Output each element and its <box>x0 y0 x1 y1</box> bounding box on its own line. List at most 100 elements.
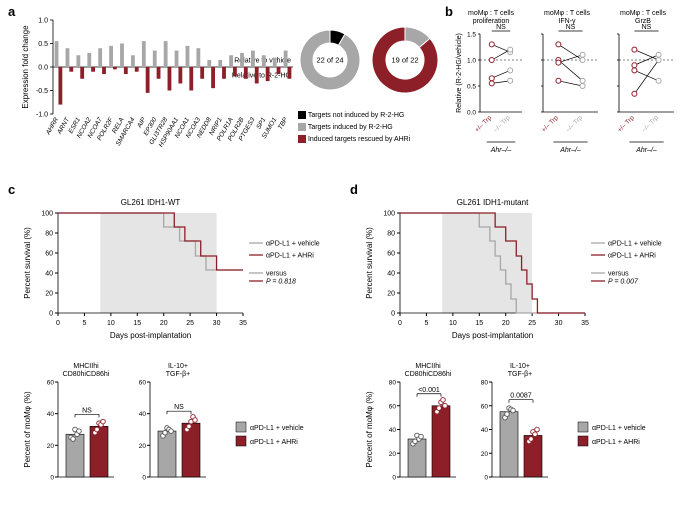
svg-text:GL261 IDH1-mutant: GL261 IDH1-mutant <box>457 198 529 207</box>
svg-text:60: 60 <box>389 403 397 410</box>
svg-text:22 of 24: 22 of 24 <box>316 56 343 65</box>
svg-text:0: 0 <box>392 475 396 482</box>
svg-text:30: 30 <box>555 320 563 327</box>
svg-text:40: 40 <box>47 411 55 418</box>
svg-text:0: 0 <box>56 320 60 327</box>
svg-text:CD80hiCD86hi: CD80hiCD86hi <box>405 371 452 378</box>
svg-text:0: 0 <box>49 311 53 318</box>
svg-text:+/– Trp: +/– Trp <box>474 114 494 134</box>
svg-text:20: 20 <box>387 291 395 298</box>
svg-text:moMφ : T cells: moMφ : T cells <box>468 10 515 17</box>
svg-text:80: 80 <box>387 231 395 238</box>
svg-text:40: 40 <box>387 271 395 278</box>
svg-text:0.5: 0.5 <box>38 41 48 48</box>
panel-c-bars: Percent of moMφ (%)MHCIIhiCD80hiCD86hi02… <box>20 360 340 520</box>
svg-text:-0.5: -0.5 <box>36 88 48 95</box>
svg-text:-1.0: -1.0 <box>36 112 48 119</box>
svg-text:Days post-implantation: Days post-implantation <box>452 331 533 340</box>
svg-text:5: 5 <box>82 320 86 327</box>
svg-text:NS: NS <box>174 404 184 411</box>
svg-text:Ahr–/–: Ahr–/– <box>490 147 512 154</box>
svg-text:40: 40 <box>389 427 397 434</box>
svg-text:60: 60 <box>139 380 147 387</box>
svg-text:35: 35 <box>239 320 247 327</box>
svg-text:αPD-L1 + vehicle: αPD-L1 + vehicle <box>250 425 304 432</box>
svg-text:10: 10 <box>107 320 115 327</box>
svg-text:αPD-L1 + vehicle: αPD-L1 + vehicle <box>608 241 662 248</box>
svg-text:0: 0 <box>391 311 395 318</box>
svg-text:Days post-implantation: Days post-implantation <box>110 331 191 340</box>
svg-text:GL261 IDH1-WT: GL261 IDH1-WT <box>121 198 181 207</box>
svg-text:Expression fold change: Expression fold change <box>21 25 30 109</box>
svg-text:TGF-β+: TGF-β+ <box>508 371 532 378</box>
svg-text:moMφ : T cells: moMφ : T cells <box>620 10 667 17</box>
svg-text:<0.001: <0.001 <box>418 387 440 394</box>
legend-text: Targets not induced by R-2-HG <box>308 112 405 119</box>
svg-text:Relative (R-2-HG/vehicle): Relative (R-2-HG/vehicle) <box>456 33 463 113</box>
svg-text:80: 80 <box>45 231 53 238</box>
svg-text:25: 25 <box>186 320 194 327</box>
svg-text:P = 0.818: P = 0.818 <box>266 279 296 286</box>
svg-text:αPD-L1 + AHRi: αPD-L1 + AHRi <box>266 253 314 260</box>
legend-text: Induced targets rescued by AHRi <box>308 136 410 143</box>
svg-text:1.0: 1.0 <box>467 58 476 65</box>
svg-text:αPD-L1 + vehicle: αPD-L1 + vehicle <box>266 241 320 248</box>
panel-d-bars: Percent of moMφ (%)MHCIIhiCD80hiCD86hi02… <box>362 360 682 520</box>
svg-text:20: 20 <box>45 291 53 298</box>
svg-text:5: 5 <box>424 320 428 327</box>
svg-text:TBP: TBP <box>277 116 290 131</box>
panel-b-label: b <box>445 4 453 19</box>
svg-text:NS: NS <box>82 407 92 414</box>
svg-text:15: 15 <box>133 320 141 327</box>
svg-text:Percent of moMφ (%): Percent of moMφ (%) <box>23 391 32 468</box>
panel-d-survival: GL261 IDH1-mutant02040608010005101520253… <box>362 195 672 355</box>
svg-text:moMφ : T cells: moMφ : T cells <box>544 10 591 17</box>
svg-text:CD80hiCD86hi: CD80hiCD86hi <box>63 371 110 378</box>
panel-c-survival: GL261 IDH1-WT02040608010005101520253035P… <box>20 195 325 355</box>
svg-text:0: 0 <box>50 475 54 482</box>
svg-text:–/– Trp: –/– Trp <box>565 114 585 134</box>
svg-text:100: 100 <box>41 211 53 218</box>
svg-text:Relative to R-2-HG: Relative to R-2-HG <box>232 73 291 80</box>
panel-a-legend: Targets not induced by R-2-HG Targets in… <box>298 110 410 146</box>
svg-text:+/– Trp: +/– Trp <box>540 114 560 134</box>
svg-text:60: 60 <box>47 380 55 387</box>
svg-text:20: 20 <box>160 320 168 327</box>
panel-a-barchart: -1.0-0.50.00.51.0Expression fold changeR… <box>18 8 298 176</box>
svg-text:Percent survival (%): Percent survival (%) <box>23 227 32 299</box>
svg-text:IL-10+: IL-10+ <box>168 363 188 370</box>
svg-text:35: 35 <box>581 320 589 327</box>
svg-text:NS: NS <box>496 24 506 31</box>
svg-text:0.0087: 0.0087 <box>510 393 532 400</box>
svg-text:–/– Trp: –/– Trp <box>492 114 512 134</box>
legend-text: Targets induced by R-2-HG <box>308 124 393 131</box>
svg-text:80: 80 <box>389 380 397 387</box>
svg-text:40: 40 <box>45 271 53 278</box>
svg-text:10: 10 <box>449 320 457 327</box>
svg-text:+/– Trp: +/– Trp <box>616 114 636 134</box>
svg-text:P = 0.007: P = 0.007 <box>608 279 639 286</box>
panel-a-label: a <box>8 4 15 19</box>
svg-text:IL-10+: IL-10+ <box>510 363 530 370</box>
svg-text:60: 60 <box>481 403 489 410</box>
svg-text:0: 0 <box>484 475 488 482</box>
svg-text:20: 20 <box>502 320 510 327</box>
svg-text:80: 80 <box>481 380 489 387</box>
svg-text:1.5: 1.5 <box>467 32 476 39</box>
panel-b-charts: moMφ : T cellsproliferation0.00.51.01.5N… <box>455 8 685 173</box>
svg-text:0.0: 0.0 <box>38 65 48 72</box>
svg-text:TGF-β+: TGF-β+ <box>166 371 190 378</box>
svg-text:60: 60 <box>45 251 53 258</box>
svg-text:0: 0 <box>142 475 146 482</box>
svg-text:40: 40 <box>481 427 489 434</box>
svg-text:αPD-L1 + AHRi: αPD-L1 + AHRi <box>608 253 656 260</box>
svg-text:20: 20 <box>47 443 55 450</box>
svg-text:0.0: 0.0 <box>467 110 476 117</box>
svg-text:versus: versus <box>608 271 629 278</box>
svg-text:NS: NS <box>642 24 652 31</box>
svg-text:αPD-L1 + vehicle: αPD-L1 + vehicle <box>592 425 646 432</box>
svg-text:Percent survival (%): Percent survival (%) <box>365 227 374 299</box>
svg-text:15: 15 <box>475 320 483 327</box>
svg-text:19 of 22: 19 of 22 <box>391 56 418 65</box>
svg-text:0: 0 <box>398 320 402 327</box>
